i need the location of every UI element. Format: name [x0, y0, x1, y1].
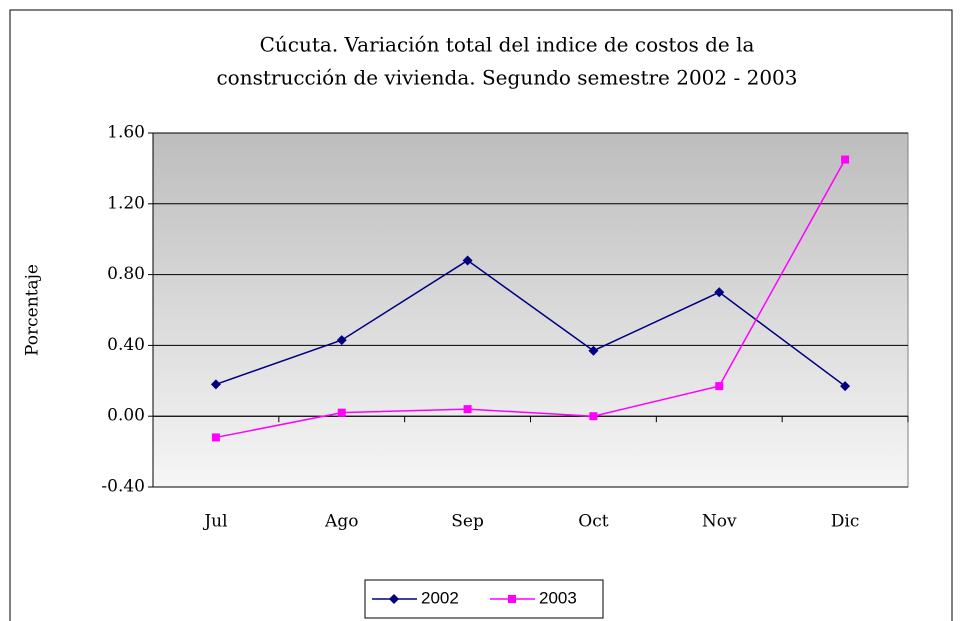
legend-label: 2002: [421, 588, 459, 607]
x-tick-label: Sep: [451, 512, 484, 532]
x-tick-label: Ago: [324, 512, 358, 532]
marker: [841, 155, 850, 164]
x-tick-label: Oct: [578, 512, 608, 532]
series-line: [215, 159, 846, 439]
y-tick-label: 0.80: [107, 264, 145, 284]
legend: [364, 579, 604, 619]
marker: [589, 412, 598, 421]
chart-title: Cúcuta. Variación total del indice de co…: [260, 33, 755, 57]
y-tick-label: 1.60: [107, 123, 145, 143]
marker: [210, 379, 221, 390]
marker: [588, 345, 599, 356]
marker: [508, 595, 516, 603]
x-tick-label: Dic: [831, 512, 860, 532]
x-tick-label: Nov: [702, 512, 737, 532]
y-tick-label: 0.40: [107, 335, 145, 355]
y-tick-label: -0.40: [101, 477, 145, 497]
chart-title: construcción de vivienda. Segundo semest…: [216, 66, 797, 90]
x-tick-label: Jul: [202, 512, 227, 532]
plot-area: [152, 132, 909, 488]
marker: [715, 382, 724, 391]
marker: [336, 335, 347, 346]
y-tick-label: 1.20: [107, 193, 145, 213]
marker: [714, 287, 725, 298]
legend-label: 2003: [539, 588, 577, 607]
y-axis-label: Porcentaje: [23, 264, 43, 356]
marker: [389, 594, 399, 604]
series-line: [215, 259, 846, 387]
marker: [463, 405, 472, 414]
marker: [840, 381, 851, 392]
chart-border: [9, 9, 953, 621]
marker: [337, 408, 346, 417]
marker: [462, 255, 473, 266]
marker: [211, 433, 220, 442]
y-tick-label: 0.00: [107, 406, 145, 426]
